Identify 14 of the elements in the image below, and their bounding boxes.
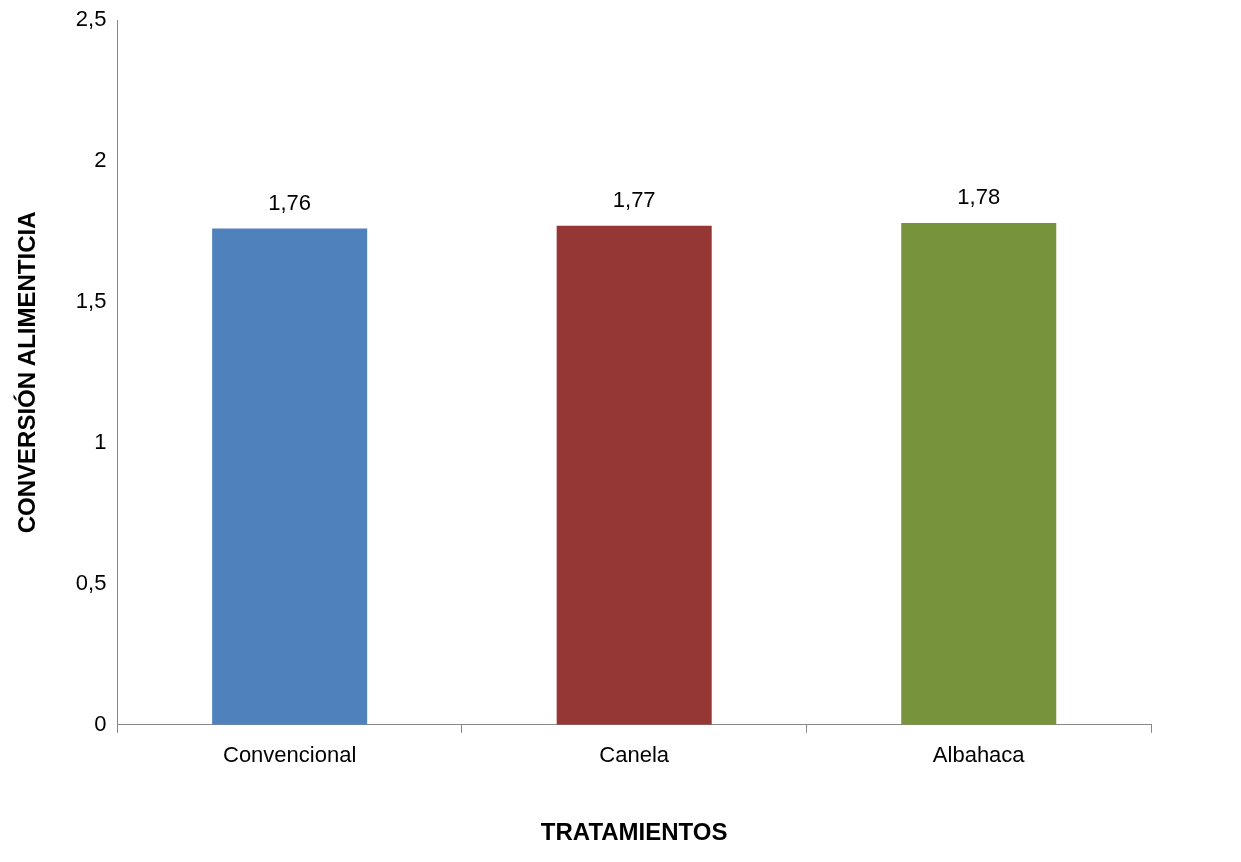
y-tick-label: 2,5 (75, 6, 107, 32)
y-axis-title: CONVERSIÓN ALIMENTICIA (13, 211, 41, 534)
data-label: 1,76 (268, 189, 312, 215)
y-tick-label: 2 (94, 147, 107, 173)
y-tick-label: 1,5 (75, 287, 107, 313)
data-label: 1,77 (612, 186, 656, 212)
y-tick-label: 1 (94, 428, 107, 454)
y-tick-label: 0,5 (75, 569, 107, 595)
x-tick-label: Canela (599, 742, 670, 768)
y-tick-label: 0 (94, 710, 107, 736)
x-axis-title: TRATAMIENTOS (540, 818, 728, 846)
x-tick-label: Albahaca (932, 742, 1026, 768)
x-tick-label: Convencional (223, 742, 357, 768)
data-label: 1,78 (957, 184, 1001, 210)
